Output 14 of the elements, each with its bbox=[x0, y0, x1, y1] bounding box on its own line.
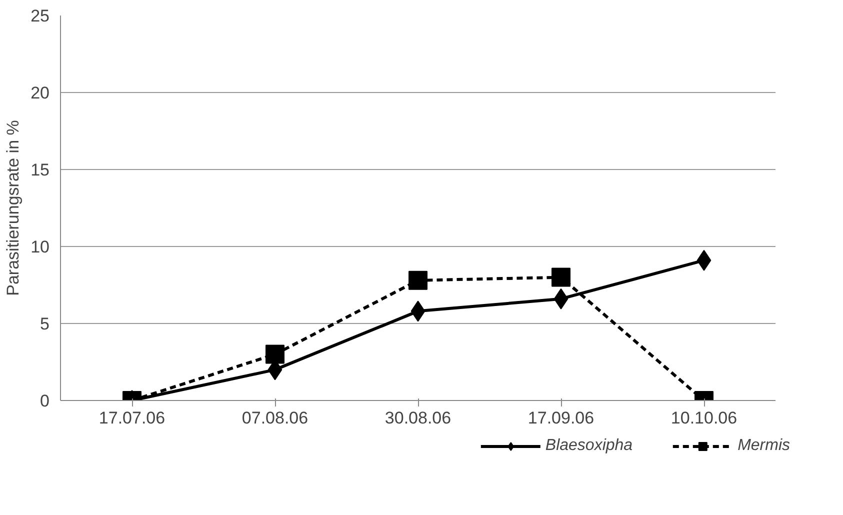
y-tick-label: 20 bbox=[30, 84, 50, 102]
y-tick-label: 0 bbox=[40, 392, 50, 410]
x-tick-label: 30.08.06 bbox=[384, 408, 452, 428]
x-tick-label: 10.10.06 bbox=[670, 408, 738, 428]
y-tick-label: 5 bbox=[40, 314, 50, 334]
x-tick-label: 17.07.06 bbox=[98, 408, 166, 428]
y-tick-label: 10 bbox=[30, 238, 50, 256]
y-tick-label: 15 bbox=[30, 160, 50, 180]
legend-label: Mermis bbox=[738, 437, 790, 455]
y-tick-label: 25 bbox=[30, 6, 50, 26]
x-tick-label: 07.08.06 bbox=[242, 408, 308, 428]
legend-label: Blaesoxipha bbox=[545, 437, 633, 455]
y-axis-title: Parasitierungsrate in % bbox=[4, 120, 23, 296]
x-tick-label: 17.09.06 bbox=[528, 408, 594, 428]
